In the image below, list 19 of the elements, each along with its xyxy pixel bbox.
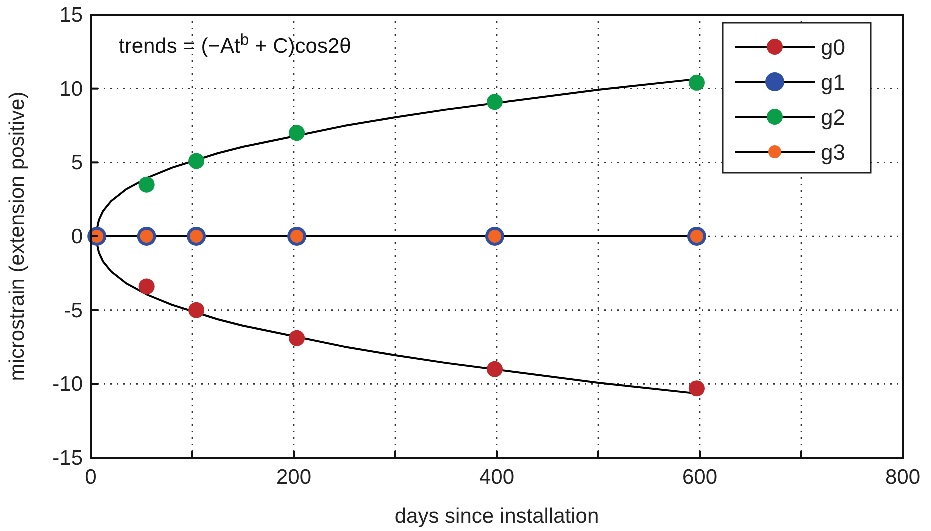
y-tick-label: 10	[60, 78, 83, 101]
legend-label: g2	[821, 105, 846, 130]
legend-label: g1	[821, 70, 846, 95]
x-tick-label: 0	[85, 466, 97, 489]
y-axis-title: microstrain (extension positive)	[6, 92, 29, 382]
x-tick-label: 200	[276, 466, 312, 489]
y-tick-label: -5	[64, 299, 83, 322]
x-tick-label: 400	[479, 466, 515, 489]
x-tick-label: 800	[885, 466, 921, 489]
y-tick-label: 5	[71, 152, 83, 175]
y-tick-label: -15	[52, 447, 83, 470]
x-axis-title: days since installation	[394, 505, 600, 528]
y-tick-label: 0	[71, 226, 83, 248]
y-tick-label: -10	[52, 373, 83, 396]
legend-label: g0	[821, 35, 846, 60]
y-tick-label: 15	[60, 4, 83, 27]
legend-label: g3	[821, 140, 846, 165]
annotation: trends = (−At$^{b}$ + C)cos2θ	[119, 32, 352, 58]
x-tick-label: 600	[682, 466, 718, 489]
